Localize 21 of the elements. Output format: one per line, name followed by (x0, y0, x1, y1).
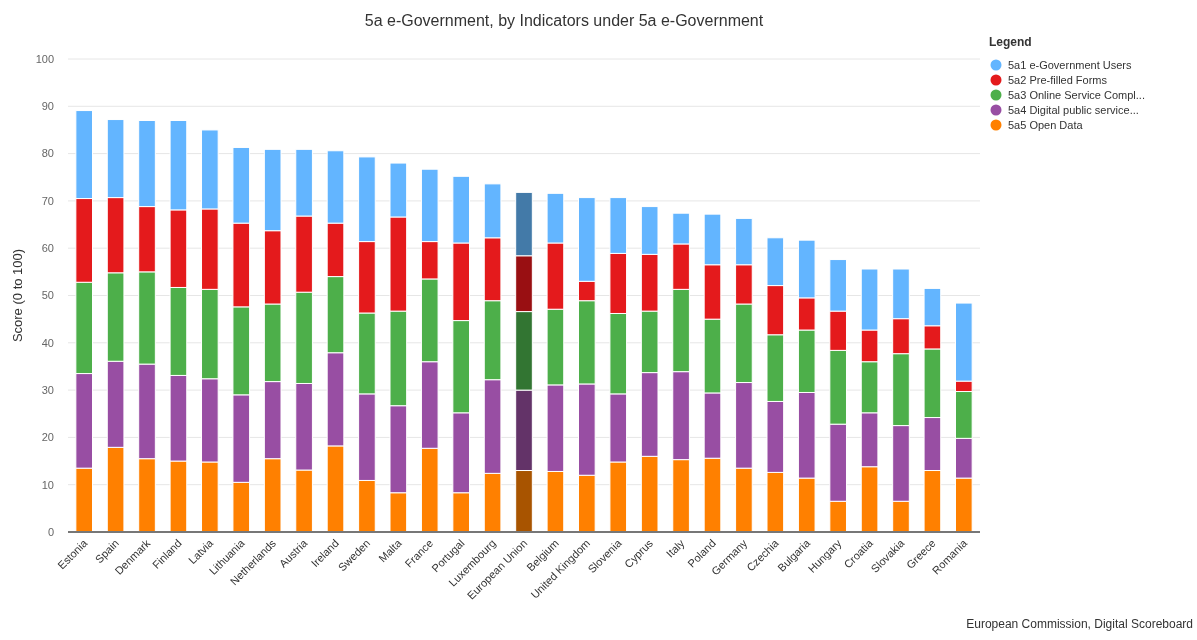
y-tick-label: 40 (41, 336, 54, 349)
y-tick-label: 0 (47, 525, 54, 538)
x-tick-label: Italy (663, 536, 687, 560)
y-tick-label: 70 (41, 194, 54, 207)
y-axis-title: Score (0 to 100) (10, 248, 25, 343)
y-tick-label: 90 (41, 100, 54, 113)
y-tick-label: 30 (41, 383, 54, 396)
y-tick-label: 50 (41, 289, 54, 302)
text: European Commission, Digital Scoreboard (966, 617, 1193, 631)
y-tick-label: 20 (41, 431, 54, 444)
y-tick-label: 10 (41, 478, 54, 491)
y-tick-label: 80 (41, 147, 54, 160)
legend-title: Legend (989, 35, 1032, 49)
legend-label: 5a1 e-Government Users (1008, 58, 1132, 71)
y-tick-label: 60 (41, 242, 54, 255)
legend-label: 5a2 Pre-filled Forms (1008, 73, 1108, 86)
legend-label: 5a3 Online Service Compl... (1008, 88, 1145, 101)
y-tick-label: 100 (35, 52, 54, 65)
legend-label: 5a5 Open Data (1008, 118, 1084, 131)
legend-label: 5a4 Digital public service... (1008, 103, 1139, 116)
chart-title: 5a e-Government, by Indicators under 5a e-Government (364, 12, 764, 29)
